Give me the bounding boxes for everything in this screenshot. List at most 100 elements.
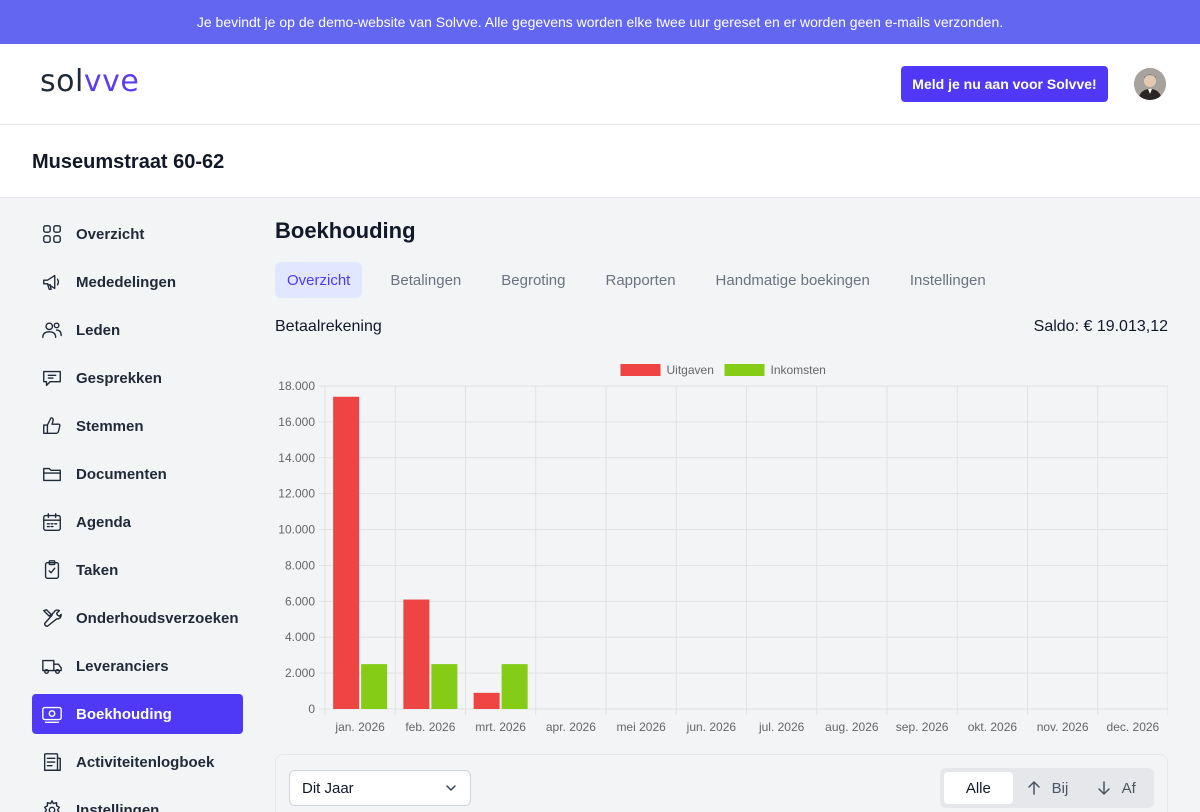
legend-label: Inkomsten bbox=[771, 363, 826, 377]
y-tick-label: 18.000 bbox=[278, 379, 315, 393]
segment-af[interactable]: Af bbox=[1081, 772, 1150, 804]
legend-label: Uitgaven bbox=[667, 363, 714, 377]
logo-text: sol bbox=[40, 64, 84, 99]
grid-icon bbox=[40, 222, 64, 246]
x-tick-label: jan. 2026 bbox=[334, 720, 385, 734]
sidebar-item-leveranciers[interactable]: Leveranciers bbox=[32, 646, 243, 686]
x-tick-label: sep. 2026 bbox=[896, 720, 949, 734]
property-header: Museumstraat 60-62 bbox=[0, 125, 1200, 198]
log-icon bbox=[40, 750, 64, 774]
sidebar-item-label: Mededelingen bbox=[76, 273, 177, 291]
sidebar: Overzicht Mededelingen Leden Gesprekken … bbox=[32, 214, 243, 812]
x-tick-label: aug. 2026 bbox=[825, 720, 879, 734]
bar-inkomsten bbox=[431, 664, 458, 709]
filter-bar: Dit Jaar Alle Bij Af bbox=[275, 754, 1168, 812]
thumbs-up-icon bbox=[40, 414, 64, 438]
arrow-up-icon bbox=[1027, 781, 1040, 795]
sidebar-item-label: Leden bbox=[76, 321, 121, 339]
gear-icon bbox=[40, 798, 64, 812]
sidebar-item-instellingen[interactable]: Instellingen bbox=[32, 790, 243, 812]
y-tick-label: 8.000 bbox=[285, 558, 315, 572]
x-tick-label: dec. 2026 bbox=[1107, 720, 1160, 734]
sidebar-item-label: Gesprekken bbox=[76, 369, 162, 387]
sidebar-item-activiteitenlogboek[interactable]: Activiteitenlogboek bbox=[32, 742, 243, 782]
y-tick-label: 12.000 bbox=[278, 487, 315, 501]
x-tick-label: mrt. 2026 bbox=[475, 720, 526, 734]
top-bar: solvve Meld je nu aan voor Solvve! bbox=[0, 44, 1200, 125]
direction-toggle: Alle Bij Af bbox=[940, 768, 1154, 808]
sidebar-item-label: Onderhoudsverzoeken bbox=[76, 609, 239, 627]
solvve-logo[interactable]: solvve bbox=[40, 64, 139, 99]
sidebar-item-overzicht[interactable]: Overzicht bbox=[32, 214, 243, 254]
segment-label: Bij bbox=[1051, 779, 1069, 797]
tab-betalingen[interactable]: Betalingen bbox=[390, 271, 462, 289]
bar-chart: 0 2.000 4.000 6.000 8.000 10.000 12.000 14.000 1… bbox=[278, 363, 1169, 734]
money-icon bbox=[40, 702, 64, 726]
bar-uitgaven bbox=[333, 396, 360, 709]
sidebar-item-stemmen[interactable]: Stemmen bbox=[32, 406, 243, 446]
signup-button[interactable]: Meld je nu aan voor Solvve! bbox=[901, 66, 1108, 102]
sidebar-item-mededelingen[interactable]: Mededelingen bbox=[32, 262, 243, 302]
sidebar-item-label: Overzicht bbox=[76, 225, 145, 243]
segment-label: Af bbox=[1121, 779, 1136, 797]
calendar-icon bbox=[40, 510, 64, 534]
clipboard-check-icon bbox=[40, 558, 64, 582]
wrench-icon bbox=[40, 606, 64, 630]
balance-chart: 0 2.000 4.000 6.000 8.000 10.000 12.000 14.000 1… bbox=[275, 358, 1169, 738]
segment-alle[interactable]: Alle bbox=[944, 772, 1013, 804]
x-tick-label: mei 2026 bbox=[616, 720, 666, 734]
sidebar-item-gesprekken[interactable]: Gesprekken bbox=[32, 358, 243, 398]
tab-handmatige-boekingen[interactable]: Handmatige boekingen bbox=[715, 271, 870, 289]
sidebar-item-label: Taken bbox=[76, 561, 119, 579]
bar-uitgaven bbox=[473, 692, 500, 709]
x-tick-label: jun. 2026 bbox=[686, 720, 737, 734]
section-title: Boekhouding bbox=[275, 218, 416, 243]
sidebar-item-onderhoudsverzoeken[interactable]: Onderhoudsverzoeken bbox=[32, 598, 243, 638]
sidebar-item-agenda[interactable]: Agenda bbox=[32, 502, 243, 542]
sidebar-item-taken[interactable]: Taken bbox=[32, 550, 243, 590]
folder-icon bbox=[40, 462, 64, 486]
tab-overzicht[interactable]: Overzicht bbox=[275, 262, 363, 298]
tab-bar: Overzicht Betalingen Begroting Rapporten… bbox=[275, 262, 1014, 298]
user-avatar[interactable] bbox=[1134, 68, 1166, 100]
bar-inkomsten bbox=[361, 664, 388, 709]
arrow-down-icon bbox=[1097, 781, 1110, 795]
tab-rapporten[interactable]: Rapporten bbox=[605, 271, 676, 289]
segment-bij[interactable]: Bij bbox=[1013, 772, 1082, 804]
legend-swatch bbox=[724, 364, 765, 376]
sidebar-item-documenten[interactable]: Documenten bbox=[32, 454, 243, 494]
y-tick-label: 16.000 bbox=[278, 415, 315, 429]
sidebar-item-label: Leveranciers bbox=[76, 657, 169, 675]
y-tick-label: 4.000 bbox=[285, 630, 315, 644]
x-tick-label: feb. 2026 bbox=[405, 720, 455, 734]
demo-banner: Je bevindt je op de demo-website van Sol… bbox=[0, 0, 1200, 44]
truck-icon bbox=[40, 654, 64, 678]
page-title: Museumstraat 60-62 bbox=[32, 151, 225, 173]
tab-instellingen[interactable]: Instellingen bbox=[909, 271, 986, 289]
x-tick-label: apr. 2026 bbox=[546, 720, 596, 734]
y-tick-label: 2.000 bbox=[285, 666, 315, 680]
saldo-value: Saldo: € 19.013,12 bbox=[1033, 318, 1168, 335]
chevron-down-icon bbox=[446, 785, 456, 791]
users-icon bbox=[40, 318, 64, 342]
period-select[interactable]: Dit Jaar bbox=[289, 770, 471, 806]
sidebar-item-leden[interactable]: Leden bbox=[32, 310, 243, 350]
tab-begroting[interactable]: Begroting bbox=[501, 271, 566, 289]
period-select-value: Dit Jaar bbox=[302, 779, 354, 797]
megaphone-icon bbox=[40, 270, 64, 294]
account-label: Betaalrekening bbox=[275, 318, 382, 335]
legend-swatch bbox=[620, 364, 661, 376]
sidebar-item-boekhouding[interactable]: Boekhouding bbox=[32, 694, 243, 734]
sidebar-item-label: Agenda bbox=[76, 513, 132, 531]
sidebar-item-label: Activiteitenlogboek bbox=[76, 753, 215, 771]
demo-banner-text: Je bevindt je op de demo-website van Sol… bbox=[196, 14, 1004, 30]
x-tick-label: jul. 2026 bbox=[758, 720, 805, 734]
chat-icon bbox=[40, 366, 64, 390]
x-tick-label: nov. 2026 bbox=[1037, 720, 1089, 734]
logo-text-accent: vve bbox=[83, 64, 140, 99]
sidebar-item-label: Documenten bbox=[76, 465, 167, 483]
y-tick-label: 6.000 bbox=[285, 594, 315, 608]
x-tick-label: okt. 2026 bbox=[968, 720, 1018, 734]
bar-inkomsten bbox=[501, 664, 528, 709]
y-tick-label: 14.000 bbox=[278, 451, 315, 465]
